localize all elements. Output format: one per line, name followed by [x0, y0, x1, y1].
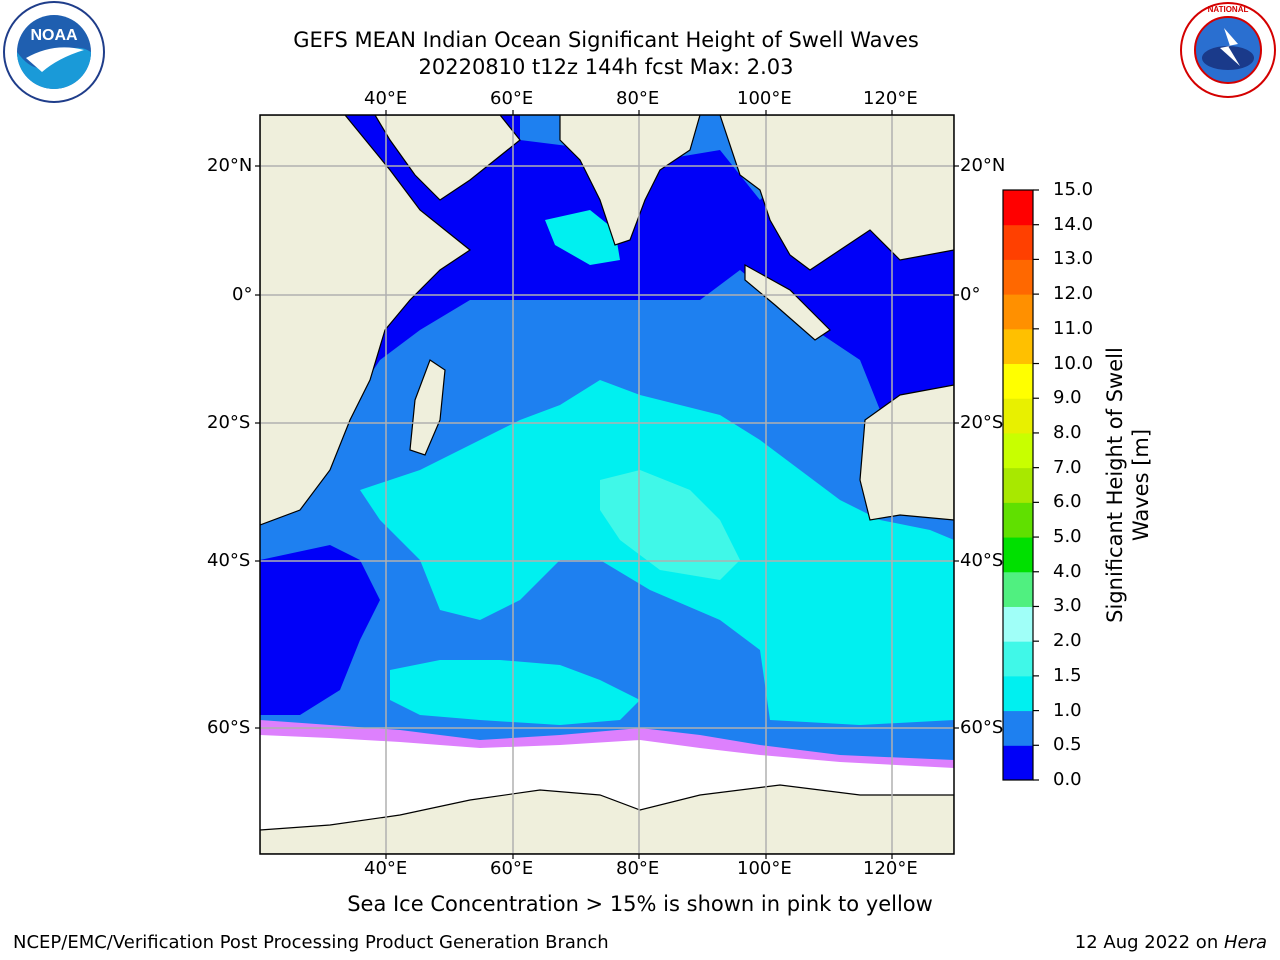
svg-text:NATIONAL: NATIONAL	[1208, 5, 1249, 14]
lon-label-top: 40°E	[364, 88, 408, 109]
land-madagascar	[409, 359, 446, 456]
colorbar-tick-label: 0.0	[1053, 769, 1082, 790]
lat-label-right: 20°S	[960, 412, 1004, 433]
lon-label-bottom: 60°E	[490, 858, 534, 879]
lon-label-bottom: 80°E	[616, 858, 660, 879]
land-arabia	[374, 115, 521, 201]
colorbar-tick-label: 4.0	[1053, 560, 1082, 582]
noaa-logo-text: NOAA	[30, 27, 78, 44]
land-australia	[859, 384, 954, 521]
colorbar-tick-label: 6.0	[1053, 491, 1082, 513]
colorbar-tick-label: 14.0	[1053, 213, 1094, 235]
footer-date: 12 Aug 2022 on Hera	[1075, 932, 1267, 953]
lat-label-right: 0°	[960, 284, 981, 305]
colorbar-tick-label: 10.0	[1053, 352, 1094, 374]
colorbar-tick-label: 1.0	[1053, 699, 1082, 721]
nws-logo-icon: NATIONAL	[1180, 2, 1276, 98]
sea-ice-note: Sea Ice Concentration > 15% is shown in …	[347, 892, 933, 916]
lat-label-right: 40°S	[960, 550, 1004, 571]
footer-credit: NCEP/EMC/Verification Post Processing Pr…	[13, 932, 609, 953]
lon-label-bottom: 40°E	[364, 858, 408, 879]
land-antarctica	[260, 784, 954, 854]
colorbar-tick-label: 13.0	[1053, 248, 1094, 270]
colorbar-label: Significant Height of Swell Waves [m]	[1102, 285, 1154, 685]
lon-label-top: 60°E	[490, 88, 534, 109]
swell-1.5-2-core	[600, 470, 740, 580]
swell-0-0.5-southwest	[260, 545, 380, 715]
colorbar-tick-label: 11.0	[1053, 317, 1094, 339]
colorbar-tick-label: 15.0	[1053, 179, 1094, 200]
colorbar-tick-label: 9.0	[1053, 387, 1082, 409]
lon-label-top: 100°E	[737, 88, 792, 109]
lon-label-top: 120°E	[863, 88, 918, 109]
lat-label-left: 40°S	[207, 550, 251, 571]
colorbar-tick-label: 0.5	[1053, 734, 1082, 756]
footer-host: Hera	[1223, 932, 1267, 953]
colorbar-tick-label: 8.0	[1053, 421, 1082, 443]
noaa-logo-icon: NOAA	[3, 1, 105, 103]
lon-label-bottom: 120°E	[863, 858, 918, 879]
colorbar-tick-label: 1.5	[1053, 664, 1082, 686]
map-title: GEFS MEAN Indian Ocean Significant Heigh…	[293, 28, 919, 52]
colorbar-tick-label: 2.0	[1053, 630, 1082, 652]
lat-label-left: 20°N	[207, 155, 253, 176]
map-gridlines	[260, 115, 954, 854]
lat-label-left: 60°S	[207, 717, 251, 738]
lat-label-right: 20°N	[960, 155, 1006, 176]
map-border	[259, 114, 955, 855]
swell-1-1.5-south	[390, 660, 640, 725]
colorbar-tick-label: 12.0	[1053, 283, 1094, 305]
colorbar-label-line2: Waves [m]	[1129, 428, 1153, 542]
land-southeast-asia	[719, 115, 954, 271]
lat-label-left: 20°S	[207, 412, 251, 433]
lat-label-left: 0°	[232, 284, 253, 305]
lon-label-top: 80°E	[616, 88, 660, 109]
colorbar-tick-label: 7.0	[1053, 456, 1082, 478]
colorbar-tick-label: 3.0	[1053, 595, 1082, 617]
footer-date-text: 12 Aug 2022 on	[1074, 932, 1224, 953]
lat-label-right: 60°S	[960, 717, 1004, 738]
lon-label-bottom: 100°E	[737, 858, 792, 879]
map-subtitle: 20220810 t12z 144h fcst Max: 2.03	[418, 55, 794, 79]
land-india	[559, 115, 701, 246]
colorbar-tick-label: 5.0	[1053, 526, 1082, 548]
colorbar-label-line1: Significant Height of Swell	[1103, 347, 1127, 623]
swell-1-1.5-arabian	[545, 210, 620, 265]
